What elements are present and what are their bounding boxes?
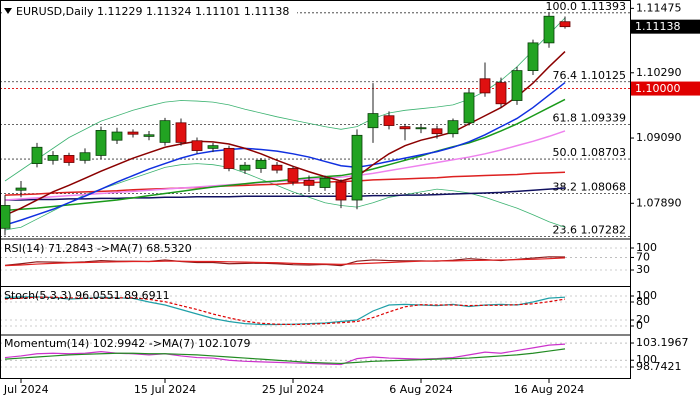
- candle-body: [527, 42, 539, 72]
- candle-body: [175, 122, 187, 143]
- y-tick-label: 30: [636, 263, 650, 276]
- indicator-line: [4, 296, 566, 326]
- y-tick-label: 100: [636, 289, 657, 302]
- candle-body: [207, 145, 219, 149]
- x-tick-label: 25 Jul 2024: [262, 383, 324, 396]
- candle-body: [303, 180, 315, 186]
- indicator-line: [4, 256, 566, 267]
- y-tick-label: 0: [636, 319, 643, 332]
- price-marker: [631, 19, 700, 34]
- candle-body: [335, 181, 347, 201]
- candle-body: [319, 177, 331, 188]
- candle-body: [127, 131, 139, 135]
- plot-frame: [0, 0, 631, 379]
- y-tick-label: 80: [636, 295, 650, 308]
- candle-body: [239, 164, 251, 171]
- y-tick-label: 1.10290: [636, 66, 682, 79]
- y-tick-label: 100: [636, 241, 657, 254]
- candle-body: [367, 113, 379, 129]
- candle-body: [287, 168, 299, 183]
- candle-body: [495, 82, 507, 105]
- x-tick-label: 3 Jul 2024: [0, 383, 49, 396]
- fib-level-label: 50.0 1.08703: [553, 146, 626, 159]
- candle-body: [447, 120, 459, 135]
- candle-body: [79, 152, 91, 161]
- candle-body: [559, 21, 571, 28]
- candle-body: [463, 92, 475, 124]
- candle-body: [543, 15, 555, 44]
- x-tick-label: 16 Aug 2024: [514, 383, 584, 396]
- collapse-icon: [4, 8, 12, 14]
- plot-layers: 100.0 1.11393 76.4 1.10125 61.8 1.09339 50.…: [0, 0, 630, 368]
- price-marker: [631, 81, 700, 96]
- y-tick-label: 1.11475: [636, 1, 682, 14]
- indicator-line: [4, 257, 566, 267]
- y-tick-label: 70: [636, 250, 650, 263]
- title-background: [2, 3, 297, 20]
- indicator-line: [5, 187, 566, 201]
- candle-body: [479, 78, 491, 94]
- candle-body: [399, 126, 411, 130]
- candle-body: [191, 140, 203, 151]
- indicator-line: [4, 171, 566, 196]
- y-tick-label: 100: [636, 353, 657, 366]
- candle-body: [47, 155, 59, 161]
- candle-body: [95, 130, 107, 156]
- indicator-title: Momentum(14) 102.9942 ->MA(7) 102.1079: [4, 337, 251, 350]
- y-tick-label: 103.1967: [636, 336, 689, 349]
- candle-body: [159, 120, 171, 143]
- indicator-line: [4, 98, 566, 212]
- indicator-line: [4, 81, 566, 226]
- candle-body: [271, 164, 283, 171]
- x-tick-label: 6 Aug 2024: [389, 383, 452, 396]
- price-marker-label: 1.10000: [635, 82, 681, 95]
- candle-body: [511, 70, 523, 101]
- candle-body: [15, 187, 27, 191]
- fib-level-label: 100.0 1.11393: [546, 0, 626, 13]
- fib-level-label: 61.8 1.09339: [553, 111, 626, 124]
- price-marker-label: 1.11138: [635, 20, 681, 33]
- y-tick-label: 1.09090: [636, 131, 682, 144]
- indicator-title: Stoch(5,3,3) 96.0551 89.6911: [4, 289, 170, 302]
- chart-title: EURUSD,Daily 1.11229 1.11324 1.11101 1.1…: [16, 5, 289, 18]
- y-tick-label: 20: [636, 313, 650, 326]
- fib-level-label: 38.2 1.08068: [553, 181, 626, 194]
- y-tick-label: 1.07890: [636, 196, 682, 209]
- candle-body: [111, 131, 123, 141]
- candle-body: [383, 115, 395, 126]
- candle-body: [431, 128, 443, 135]
- fib-level-label: 23.6 1.07282: [553, 223, 626, 236]
- y-tick-label: 98.7421: [636, 360, 682, 373]
- indicator-line: [4, 130, 566, 201]
- candle-body: [31, 146, 43, 164]
- candle-body: [143, 134, 155, 137]
- x-tick-label: 15 Jul 2024: [134, 383, 196, 396]
- candle-body: [223, 147, 235, 169]
- candle-body: [63, 155, 75, 163]
- indicator-line: [4, 348, 566, 365]
- candle-body: [255, 159, 267, 169]
- candle-body: [351, 134, 363, 201]
- fib-level-label: 76.4 1.10125: [553, 69, 626, 82]
- indicator-title: RSI(14) 71.2843 ->MA(7) 68.5320: [4, 242, 192, 255]
- candle-body: [415, 127, 427, 130]
- indicator-line: [4, 343, 566, 366]
- candle-body: [0, 205, 11, 229]
